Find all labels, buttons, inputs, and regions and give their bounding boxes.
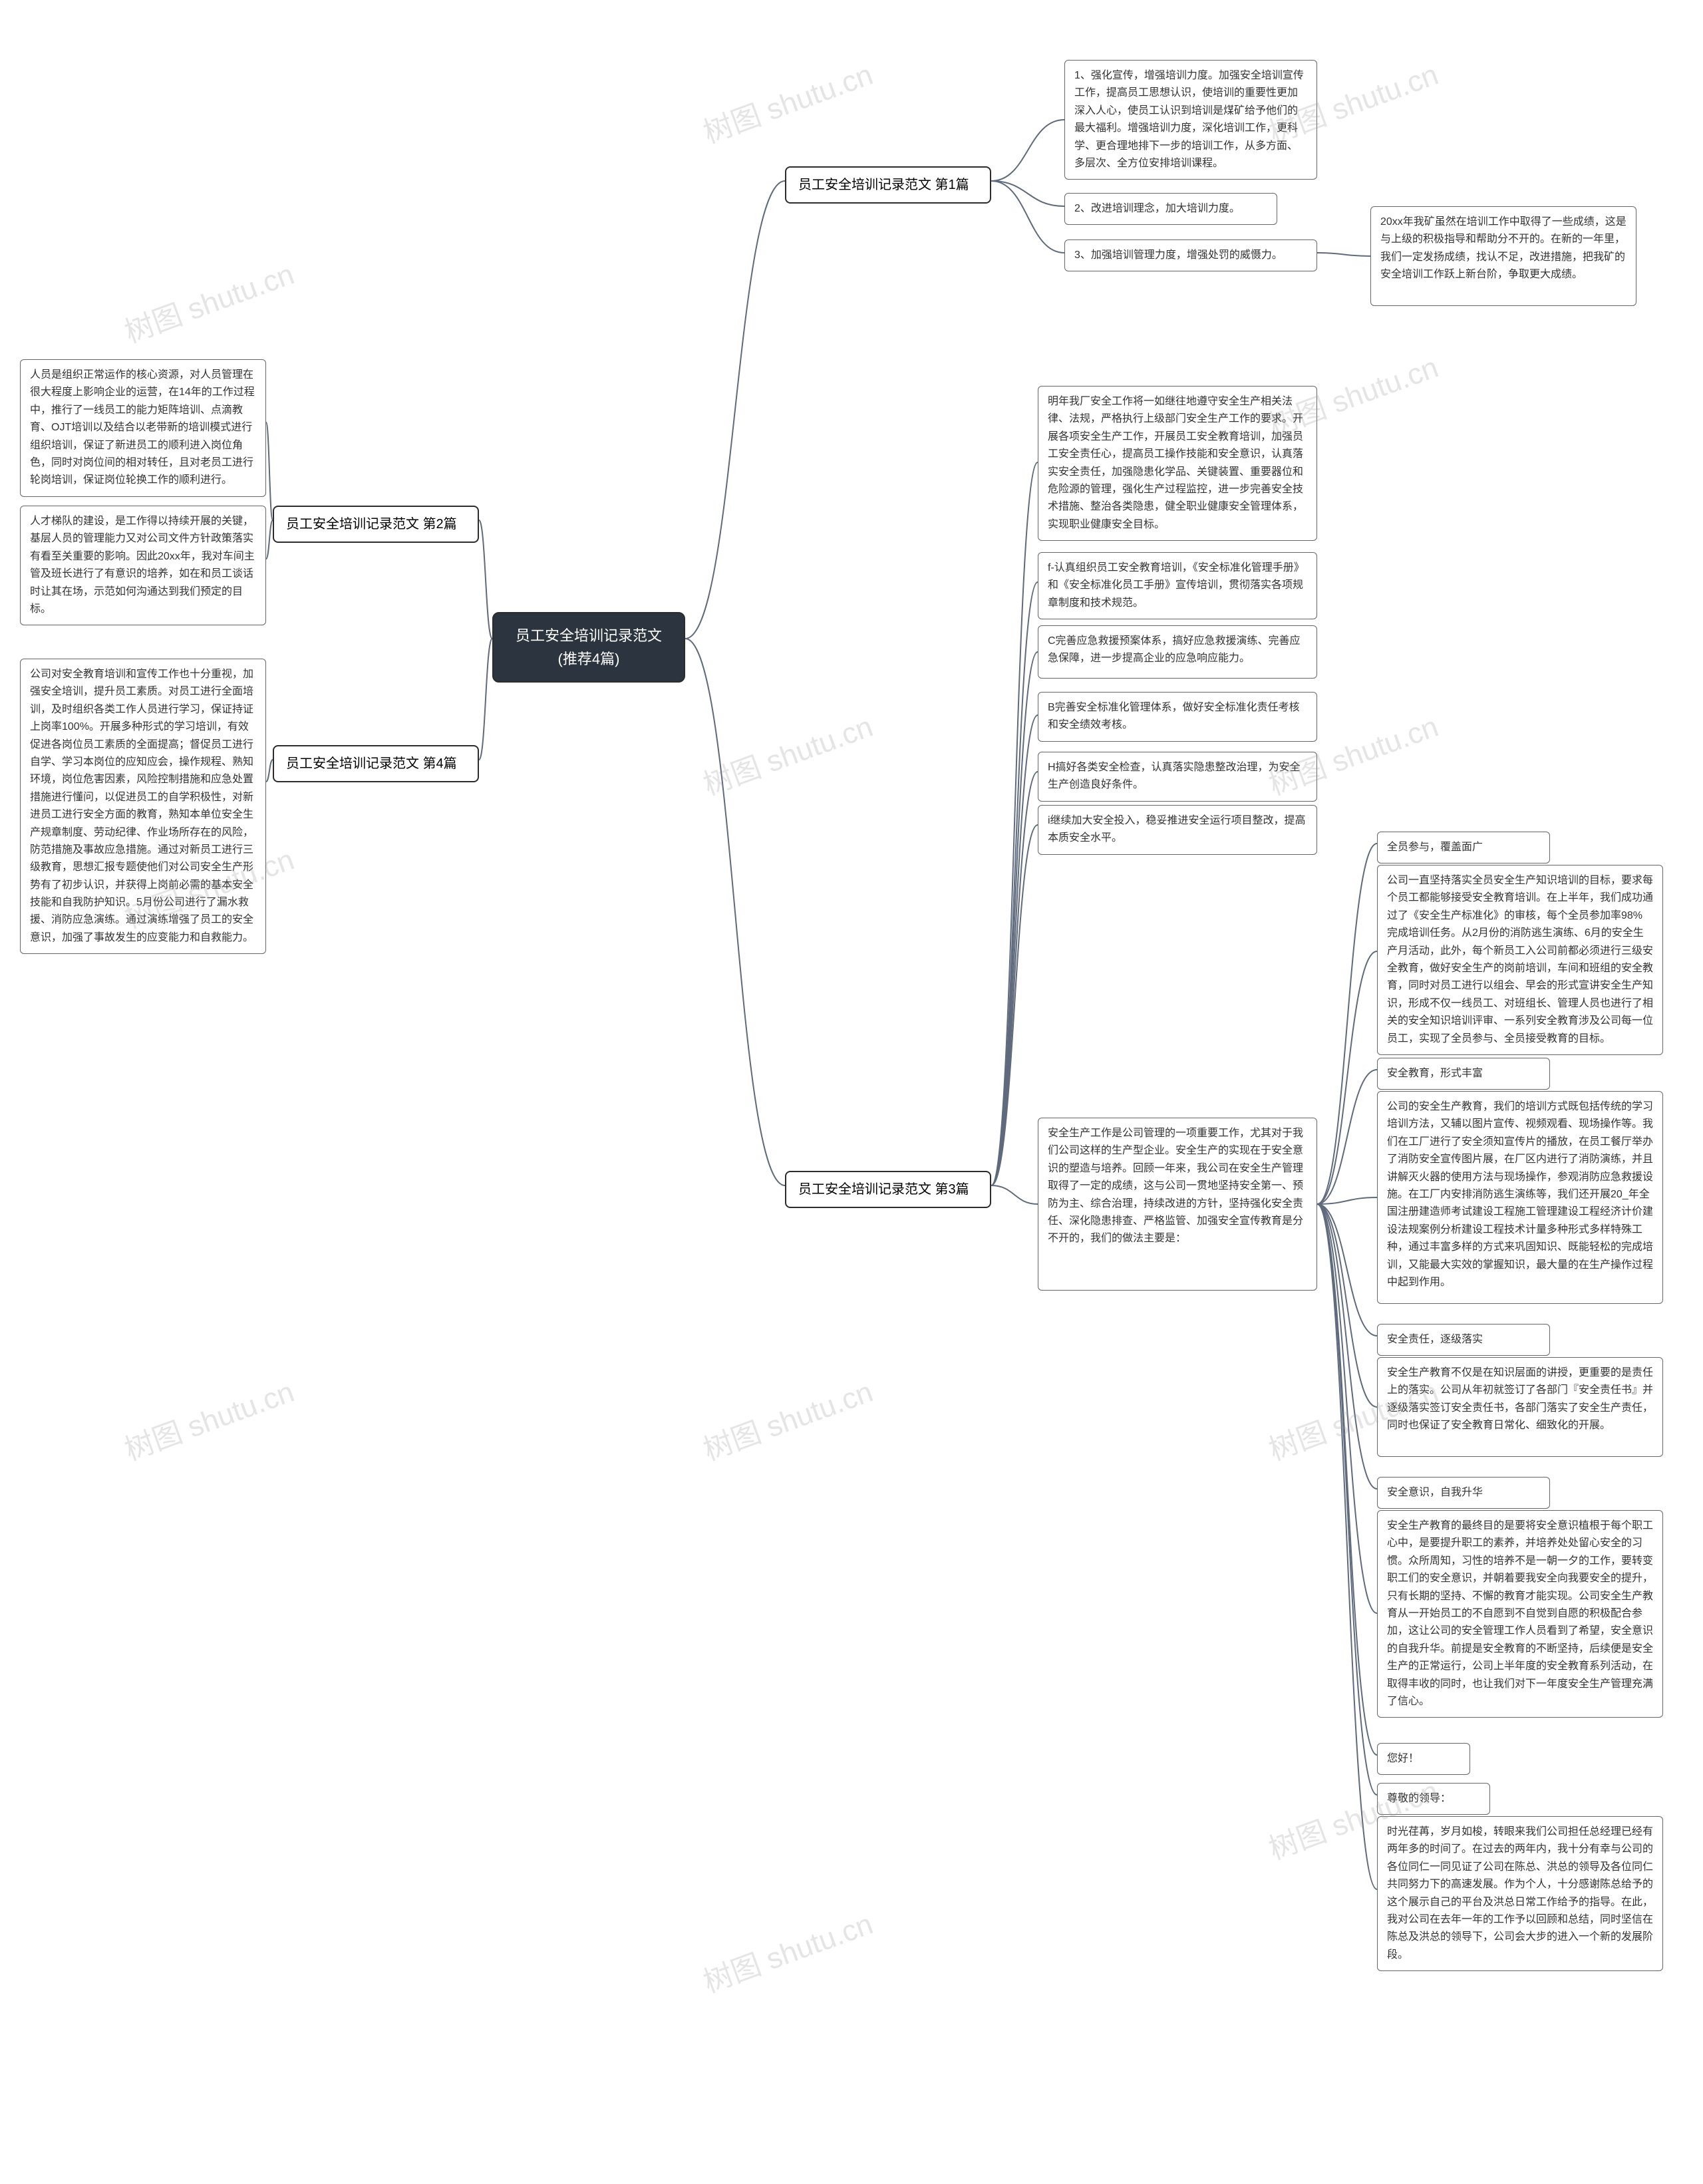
leaf-b1l3a: 20xx年我矿虽然在培训工作中取得了一些成绩，这是与上级的积极指导和帮助分不开的…: [1370, 206, 1636, 306]
connector: [991, 1185, 1038, 1204]
leaf-b3l4: 安全意识，自我升华: [1377, 1477, 1550, 1509]
leaf-b3l6b: 时光荏苒，岁月如梭，转眼来我们公司担任总经理已经有两年多的时间了。在过去的两年内…: [1377, 1816, 1663, 1971]
leaf-b3l3b: 安全生产教育不仅是在知识层面的讲授，更重要的是责任上的落实。公司从年初就签订了各…: [1377, 1357, 1663, 1457]
connector: [1317, 1070, 1377, 1204]
leaf-b3l3: 安全责任，逐级落实: [1377, 1324, 1550, 1356]
leaf-b3m3: C完善应急救援预案体系，搞好应急救援演练、完善应急保障，进一步提高企业的应急响应…: [1038, 625, 1317, 679]
leaf-b2l2: 人才梯队的建设，是工作得以持续开展的关键，基层人员的管理能力又对公司文件方针政策…: [20, 506, 266, 625]
connector: [479, 639, 492, 760]
connector: [266, 520, 273, 559]
branch-b4: 员工安全培训记录范文 第4篇: [273, 745, 479, 782]
connector: [479, 520, 492, 639]
leaf-b3intro: 安全生产工作是公司管理的一项重要工作，尤其对于我们公司这样的生产型企业。安全生产…: [1038, 1118, 1317, 1291]
leaf-b3l1b: 公司一直坚持落实全员安全生产知识培训的目标，要求每个员工都能够接受安全教育培训。…: [1377, 865, 1663, 1055]
leaf-b3m4: B完善安全标准化管理体系，做好安全标准化责任考核和安全绩效考核。: [1038, 692, 1317, 742]
leaf-b4l1: 公司对安全教育培训和宣传工作也十分重视，加强安全培训，提升员工素质。对员工进行全…: [20, 659, 266, 954]
mindmap-canvas: 员工安全培训记录范文(推荐4篇)员工安全培训记录范文 第1篇员工安全培训记录范文…: [0, 0, 1703, 2184]
connector: [1317, 1204, 1377, 1755]
branch-b2: 员工安全培训记录范文 第2篇: [273, 506, 479, 543]
connector: [1317, 1204, 1377, 1795]
connector: [991, 582, 1038, 1185]
connector: [1317, 844, 1377, 1204]
connector: [991, 181, 1064, 206]
leaf-b1l3: 3、加强培训管理力度，增强处罚的威慑力。: [1064, 239, 1317, 271]
connector: [991, 652, 1038, 1185]
leaf-b3m5: H搞好各类安全检查，认真落实隐患整改治理，为安全生产创造良好条件。: [1038, 752, 1317, 802]
watermark: 树图 shutu.cn: [697, 702, 877, 803]
connector: [1317, 1204, 1377, 1889]
leaf-b1l2: 2、改进培训理念，加大培训力度。: [1064, 193, 1277, 225]
connector: [991, 772, 1038, 1185]
connector: [1317, 1204, 1377, 1489]
connector: [1317, 1204, 1377, 1407]
connector: [991, 825, 1038, 1185]
connector: [1317, 951, 1377, 1204]
leaf-b3l4b: 安全生产教育的最终目的是要将安全意识植根于每个职工心中，是要提升职工的素养，并培…: [1377, 1510, 1663, 1718]
leaf-b3m2: f-认真组织员工安全教育培训，《安全标准化管理手册》和《安全标准化员工手册》宣传…: [1038, 552, 1317, 619]
leaf-b3l2: 安全教育，形式丰富: [1377, 1058, 1550, 1090]
watermark: 树图 shutu.cn: [697, 1900, 877, 2000]
leaf-b3l1: 全员参与，覆盖面广: [1377, 832, 1550, 863]
connector: [685, 181, 785, 639]
watermark: 树图 shutu.cn: [697, 1368, 877, 1468]
leaf-b3l5: 您好！: [1377, 1743, 1470, 1775]
leaf-b3l6: 尊敬的领导：: [1377, 1783, 1490, 1815]
watermark: 树图 shutu.cn: [118, 250, 299, 351]
watermark: 树图 shutu.cn: [697, 51, 877, 151]
leaf-b3m6: i继续加大安全投入，稳妥推进安全运行项目整改，提高本质安全水平。: [1038, 805, 1317, 855]
connector: [991, 462, 1038, 1185]
connector: [1317, 1204, 1377, 1336]
root-node: 员工安全培训记录范文(推荐4篇): [492, 612, 685, 683]
leaf-b2l1: 人员是组织正常运作的核心资源，对人员管理在很大程度上影响企业的运营，在14年的工…: [20, 359, 266, 497]
connector: [1317, 253, 1370, 256]
connector: [266, 422, 273, 520]
connector: [685, 639, 785, 1185]
connector: [1317, 1204, 1377, 1613]
watermark: 树图 shutu.cn: [118, 1368, 299, 1468]
connector: [991, 715, 1038, 1185]
connector: [991, 181, 1064, 253]
connector: [266, 760, 273, 782]
connector: [991, 120, 1064, 181]
leaf-b3l2b: 公司的安全生产教育，我们的培训方式既包括传统的学习培训方法，又辅以图片宣传、视频…: [1377, 1091, 1663, 1304]
branch-b3: 员工安全培训记录范文 第3篇: [785, 1171, 991, 1208]
connector: [1317, 1197, 1377, 1204]
branch-b1: 员工安全培训记录范文 第1篇: [785, 166, 991, 204]
leaf-b3m1: 明年我厂安全工作将一如继往地遵守安全生产相关法律、法规，严格执行上级部门安全生产…: [1038, 386, 1317, 541]
leaf-b1l1: 1、强化宣传，增强培训力度。加强安全培训宣传工作，提高员工思想认识，使培训的重要…: [1064, 60, 1317, 180]
